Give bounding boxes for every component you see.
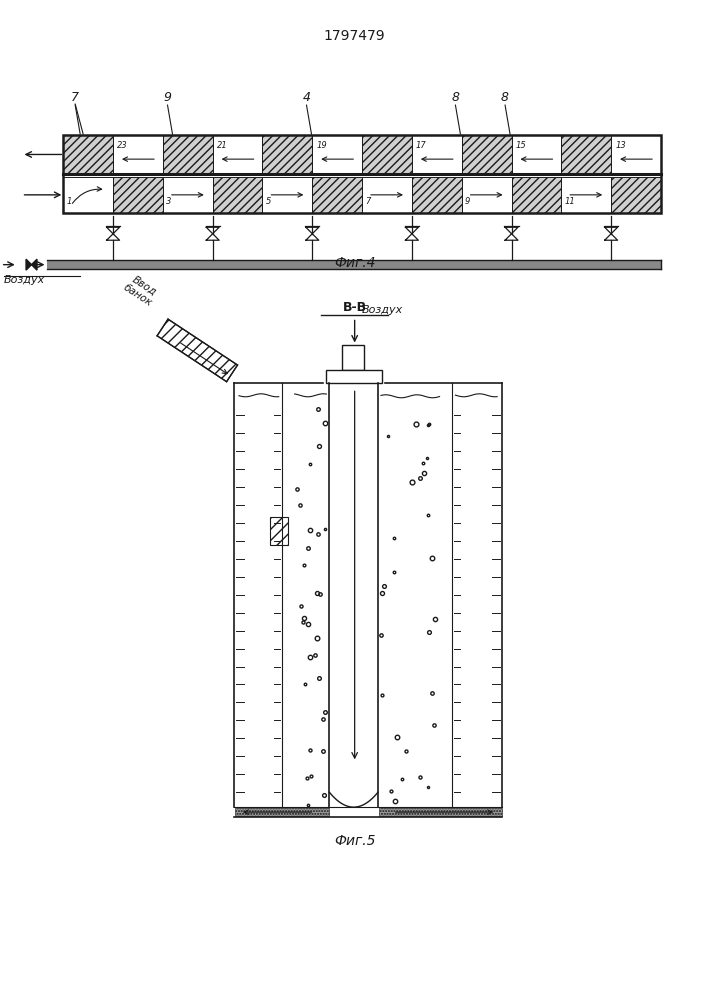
Text: 4: 4 — [303, 91, 310, 104]
Bar — [561, 135, 611, 174]
Polygon shape — [32, 259, 37, 270]
Text: 7: 7 — [365, 197, 370, 206]
Bar — [262, 177, 312, 213]
Bar — [462, 135, 512, 174]
Bar — [113, 177, 163, 213]
Text: Фиг.5: Фиг.5 — [334, 834, 375, 848]
Bar — [270, 517, 288, 545]
Bar — [362, 135, 412, 174]
Polygon shape — [26, 259, 32, 270]
Bar — [312, 135, 362, 174]
Text: 1: 1 — [66, 197, 71, 206]
Text: 5: 5 — [266, 197, 271, 206]
Text: 9: 9 — [464, 197, 470, 206]
Text: 13: 13 — [615, 141, 626, 150]
Bar — [327, 370, 382, 383]
Text: Фиг.4: Фиг.4 — [334, 256, 375, 270]
Bar — [312, 177, 362, 213]
Text: 8: 8 — [501, 91, 509, 104]
Bar — [412, 177, 462, 213]
Bar — [611, 177, 661, 213]
Text: 7: 7 — [71, 91, 79, 104]
Bar — [512, 135, 561, 174]
Bar — [462, 177, 512, 213]
Text: 17: 17 — [416, 141, 426, 150]
Text: 9: 9 — [163, 91, 172, 104]
Bar — [213, 177, 262, 213]
Text: 1797479: 1797479 — [324, 29, 385, 43]
Text: Ввод
банок: Ввод банок — [122, 273, 160, 308]
Bar — [379, 808, 502, 816]
Text: 8: 8 — [452, 91, 460, 104]
Text: 21: 21 — [216, 141, 228, 150]
Text: 3: 3 — [166, 197, 171, 206]
Bar — [412, 135, 462, 174]
Bar — [64, 135, 661, 213]
Text: 23: 23 — [117, 141, 128, 150]
Bar — [64, 177, 113, 213]
Bar — [235, 808, 329, 816]
Bar — [213, 135, 262, 174]
Text: В-В: В-В — [343, 301, 367, 314]
Bar — [163, 135, 213, 174]
Bar — [262, 135, 312, 174]
Bar — [512, 177, 561, 213]
Bar — [64, 135, 113, 174]
Bar — [47, 260, 661, 269]
Bar — [362, 177, 412, 213]
Bar — [561, 177, 611, 213]
Text: Воздух: Воздух — [361, 305, 403, 315]
Bar — [342, 345, 364, 370]
Polygon shape — [157, 319, 238, 382]
Text: Воздух: Воздух — [4, 275, 45, 285]
Text: 19: 19 — [316, 141, 327, 150]
Text: 11: 11 — [564, 197, 575, 206]
Bar — [163, 177, 213, 213]
Bar — [113, 135, 163, 174]
Bar — [611, 135, 661, 174]
Text: 15: 15 — [515, 141, 526, 150]
